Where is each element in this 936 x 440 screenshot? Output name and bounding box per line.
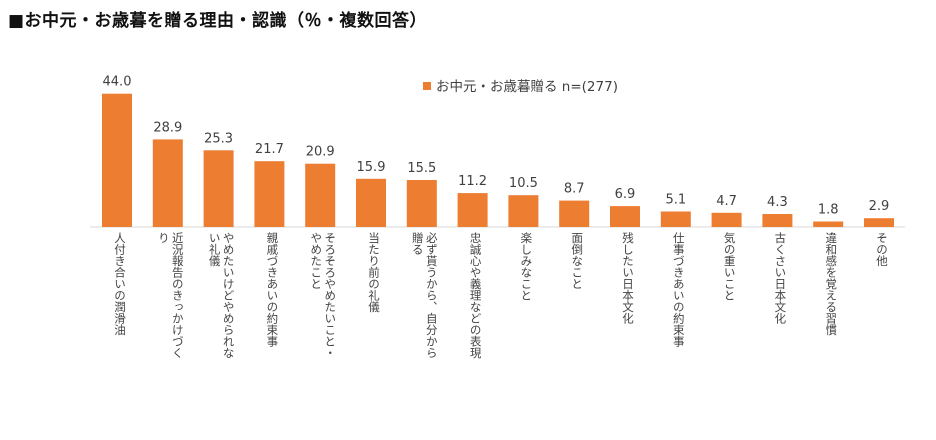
category-label: 残したい日本文化 <box>621 232 635 422</box>
data-label: 25.3 <box>204 131 233 146</box>
data-label: 21.7 <box>255 142 284 157</box>
data-label: 4.3 <box>767 195 788 210</box>
bar <box>254 161 285 227</box>
data-label: 5.1 <box>665 193 686 208</box>
category-label-line: 違和感を覚える習慣 <box>824 232 839 336</box>
category-label-line: い礼儀 <box>207 232 222 267</box>
category-label-line: 気の重いこと <box>722 232 737 301</box>
data-label: 6.9 <box>615 187 636 202</box>
category-label-line: 当たり前の礼儀 <box>367 232 381 313</box>
category-label: やめたいけどやめられな い礼儀 <box>208 232 236 422</box>
bar <box>864 218 894 227</box>
data-label: 28.9 <box>153 120 182 135</box>
bar <box>660 211 691 227</box>
bar <box>102 93 132 227</box>
category-label: その他 <box>875 232 889 422</box>
category-label-line: 仕事づきあいの約束事 <box>671 232 686 347</box>
data-label: 15.5 <box>407 161 436 176</box>
category-label: 忠誠心や義理などの表現 <box>469 232 483 422</box>
data-label: 20.9 <box>306 145 335 160</box>
bar <box>610 206 640 227</box>
data-label: 8.7 <box>564 182 585 197</box>
category-label-line: 残したい日本文化 <box>621 232 635 324</box>
legend-swatch <box>423 82 431 90</box>
category-label-line: 贈る <box>410 232 425 255</box>
bar <box>762 214 793 227</box>
category-label-line: その他 <box>875 232 889 267</box>
bar <box>305 163 336 227</box>
category-label: 仕事づきあいの約束事 <box>672 232 686 422</box>
category-label-line: 古くさい日本文化 <box>773 232 788 324</box>
category-label-line: 近況報告のきっかけづく <box>170 232 185 359</box>
category-label: 気の重いこと <box>723 232 737 422</box>
category-label: そろそろやめたいこと・ やめたこと <box>309 232 337 422</box>
category-label-line: やめたこと <box>309 232 324 290</box>
category-label: 近況報告のきっかけづくり <box>157 232 185 422</box>
category-label-line: 忠誠心や義理などの表現 <box>468 232 483 359</box>
category-label: 当たり前の礼儀 <box>367 232 381 422</box>
bar <box>152 139 183 227</box>
data-label: 15.9 <box>357 160 386 175</box>
chart-title: ■お中元・お歳暮を贈る理由・認識（％・複数回答） <box>8 11 428 31</box>
category-label-line: 楽しみなこと <box>519 232 534 301</box>
bar <box>711 212 742 227</box>
data-label: 10.5 <box>509 176 538 191</box>
category-label-line: 必ず貰うから、自分から <box>424 232 439 359</box>
category-label-line: やめたいけどやめられな <box>221 232 236 359</box>
data-label: 1.8 <box>818 203 839 218</box>
category-label: 面倒なこと <box>570 232 584 422</box>
bar <box>813 221 844 227</box>
data-label: 2.9 <box>869 199 890 214</box>
bar <box>406 180 437 227</box>
category-label: 楽しみなこと <box>519 232 533 422</box>
bar <box>457 193 488 227</box>
category-label: 必ず貰うから、自分から 贈る <box>411 232 439 422</box>
data-label: 11.2 <box>458 174 487 189</box>
category-label-line: 面倒なこと <box>570 232 585 290</box>
category-label: 古くさい日本文化 <box>773 232 787 422</box>
bar <box>508 195 539 227</box>
legend-label: お中元・お歳暮贈る n=(277) <box>436 79 618 95</box>
data-label: 4.7 <box>716 194 737 209</box>
category-label: 親戚づきあいの約束事 <box>265 232 279 422</box>
category-label-line: 人付き合いの潤滑油 <box>113 232 127 336</box>
category-label-line: 親戚づきあいの約束事 <box>265 232 280 347</box>
category-label: 違和感を覚える習慣 <box>824 232 838 422</box>
bar <box>559 200 590 227</box>
category-label-line: そろそろやめたいこと・ <box>323 232 338 359</box>
data-label: 44.0 <box>103 75 132 90</box>
bar <box>356 178 386 227</box>
bar <box>203 150 234 227</box>
category-label-line: り <box>156 232 171 244</box>
category-label: 人付き合いの潤滑油 <box>113 232 127 422</box>
